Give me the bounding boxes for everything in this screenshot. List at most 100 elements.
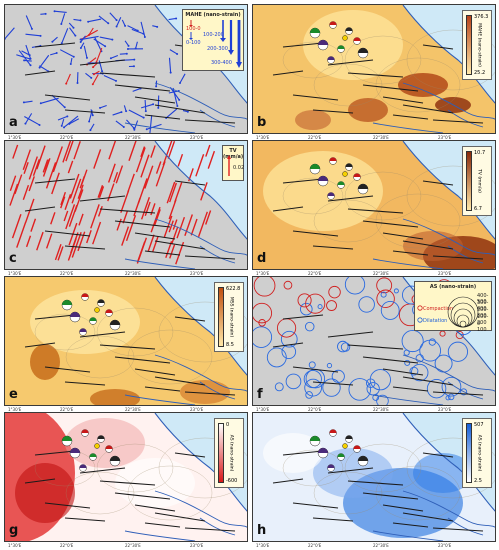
b-contour-line [313, 63, 383, 107]
a-strain-vector [39, 54, 50, 68]
colorbar-e-ramp [218, 287, 224, 347]
colorbar-g-max: 0 [226, 422, 230, 428]
b-focal-mechanism-quadrant [358, 48, 368, 53]
c-velocity-vector [71, 232, 82, 258]
b-contour-line [406, 29, 495, 91]
a-strain-vector [95, 47, 103, 63]
h-fault [402, 512, 454, 522]
c-velocity-vector [172, 219, 178, 230]
a-strain-vector [69, 27, 76, 36]
h-contour-zone [413, 453, 473, 493]
a-vector-head [51, 40, 54, 43]
g-fault [44, 502, 91, 509]
c-velocity-vector [67, 238, 77, 261]
a-strain-vector [52, 36, 58, 43]
a-strain-vector [110, 54, 119, 59]
a-vector-head [176, 105, 179, 108]
e-river [199, 381, 236, 400]
b-fault [432, 119, 484, 124]
colorbar-d-max: 10.7 [474, 150, 486, 156]
a-strain-vector [25, 15, 33, 30]
f-strain-circle [380, 291, 387, 298]
legend-c-title: TV (mm/a) [223, 148, 244, 160]
a-strain-vector [132, 87, 141, 92]
e-focal-mechanism-quadrant [81, 293, 89, 297]
a-strain-vector [85, 72, 92, 79]
h-focal-mechanism-quadrant [345, 435, 353, 439]
a-fault [134, 96, 176, 104]
f-fault [282, 314, 324, 320]
a-fault [64, 109, 106, 114]
c-river [154, 218, 247, 256]
c-velocity-vector [169, 182, 178, 203]
legend-c: TV (mm/a) 0.02 [222, 145, 244, 181]
d-fault [327, 195, 374, 202]
a-vector-head [72, 55, 75, 58]
f-fault [312, 381, 354, 386]
f-fault [292, 366, 339, 373]
f-strain-circle [401, 329, 424, 353]
c-velocity-vector [57, 246, 64, 261]
a-fault [44, 94, 91, 101]
c-velocity-vector [153, 209, 161, 226]
e-contour-line [127, 329, 213, 385]
legend-f-size-3: 200-300 [477, 307, 489, 319]
a-vector-head [144, 110, 147, 113]
panel-label-h: h [257, 523, 267, 538]
h-contour-line [375, 465, 461, 521]
a-vector-head [157, 106, 160, 109]
e-coastline [154, 277, 247, 376]
g-contour-line [65, 471, 135, 515]
e-fault [154, 376, 206, 386]
g-river [124, 530, 196, 541]
f-river [447, 381, 484, 400]
a-strain-vector [135, 41, 138, 49]
a-vector-head [87, 20, 90, 23]
a-strain-vector [80, 42, 85, 49]
f-strain-circle [447, 393, 455, 401]
d-contour-line [375, 193, 461, 249]
f-strain-circle [369, 369, 391, 391]
d-river [402, 218, 495, 256]
a-vector-head [29, 57, 32, 60]
a-vector-head [89, 129, 92, 132]
d-focal-mechanism-quadrant [353, 173, 361, 177]
c-velocity-vector [9, 175, 17, 191]
map-e [5, 277, 247, 405]
legend-f-size-1: 400-500 [477, 293, 489, 305]
tick-d-1: 1°30'E [256, 271, 270, 276]
panel-label-g: g [9, 523, 19, 538]
c-velocity-vector [28, 176, 35, 192]
tick-c-3: 22°30'E [125, 271, 141, 276]
tick-d-2: 22°0'E [308, 271, 322, 276]
d-fault [292, 230, 339, 237]
tick-d-3: 22°30'E [373, 271, 389, 276]
legend-a-title: MAHE (nano-strain) [185, 12, 241, 18]
b-contour-line [344, 35, 422, 85]
colorbar-h-min: 2.5 [474, 478, 482, 484]
h-fault [392, 522, 429, 528]
a-vector-head [115, 25, 118, 28]
tick-b-2: 22°0'E [308, 135, 322, 140]
c-velocity-vector [90, 204, 100, 229]
a-river [154, 82, 247, 120]
c-velocity-vector [205, 210, 212, 225]
a-vector-head [38, 66, 41, 69]
c-fault [64, 245, 106, 250]
a-vector-head [169, 71, 172, 74]
c-velocity-vector [136, 241, 146, 263]
b-contour-zone [348, 98, 388, 122]
a-vector-head [79, 46, 82, 49]
colorbar-e-title: MSS (nano-strain) [228, 296, 234, 338]
c-velocity-vector [115, 165, 124, 184]
a-fault [24, 70, 56, 76]
a-fault [99, 72, 156, 78]
c-velocity-vector [195, 154, 205, 177]
d-focal-mechanism-quadrant [310, 164, 320, 169]
a-vector-head [120, 111, 123, 114]
g-fault [99, 480, 156, 486]
tick-b-4: 23°0'E [438, 135, 452, 140]
colorbar-b-min: 25.2 [474, 70, 486, 76]
c-velocity-vector [50, 212, 56, 225]
g-fault [144, 522, 181, 528]
